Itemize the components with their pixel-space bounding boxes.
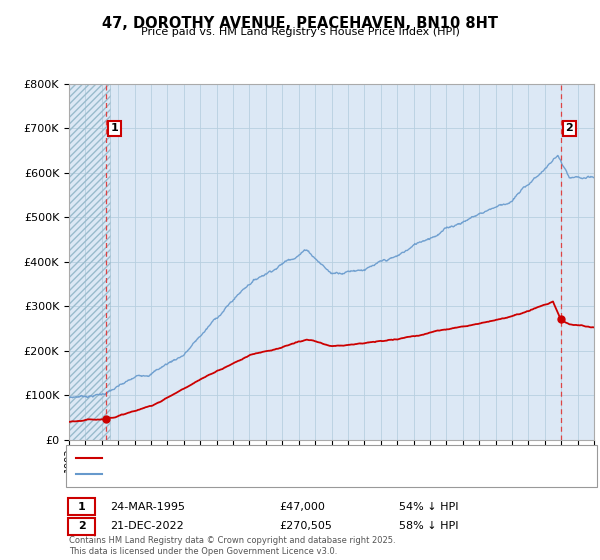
Text: £47,000: £47,000 <box>279 502 325 512</box>
Text: Contains HM Land Registry data © Crown copyright and database right 2025.
This d: Contains HM Land Registry data © Crown c… <box>69 536 395 556</box>
Text: Price paid vs. HM Land Registry's House Price Index (HPI): Price paid vs. HM Land Registry's House … <box>140 27 460 37</box>
Text: 58% ↓ HPI: 58% ↓ HPI <box>399 521 458 531</box>
Text: 1: 1 <box>110 123 118 133</box>
Text: 21-DEC-2022: 21-DEC-2022 <box>110 521 184 531</box>
Text: £270,505: £270,505 <box>279 521 332 531</box>
Text: 2: 2 <box>78 521 85 531</box>
Text: 24-MAR-1995: 24-MAR-1995 <box>110 502 185 512</box>
Text: 47, DOROTHY AVENUE, PEACEHAVEN, BN10 8HT: 47, DOROTHY AVENUE, PEACEHAVEN, BN10 8HT <box>102 16 498 31</box>
Text: HPI: Average price, detached house, Lewes: HPI: Average price, detached house, Lewe… <box>105 469 320 479</box>
Text: 1: 1 <box>78 502 85 512</box>
Text: 2: 2 <box>566 123 574 133</box>
Text: 54% ↓ HPI: 54% ↓ HPI <box>399 502 458 512</box>
Text: 47, DOROTHY AVENUE, PEACEHAVEN, BN10 8HT (detached house): 47, DOROTHY AVENUE, PEACEHAVEN, BN10 8HT… <box>105 453 437 463</box>
